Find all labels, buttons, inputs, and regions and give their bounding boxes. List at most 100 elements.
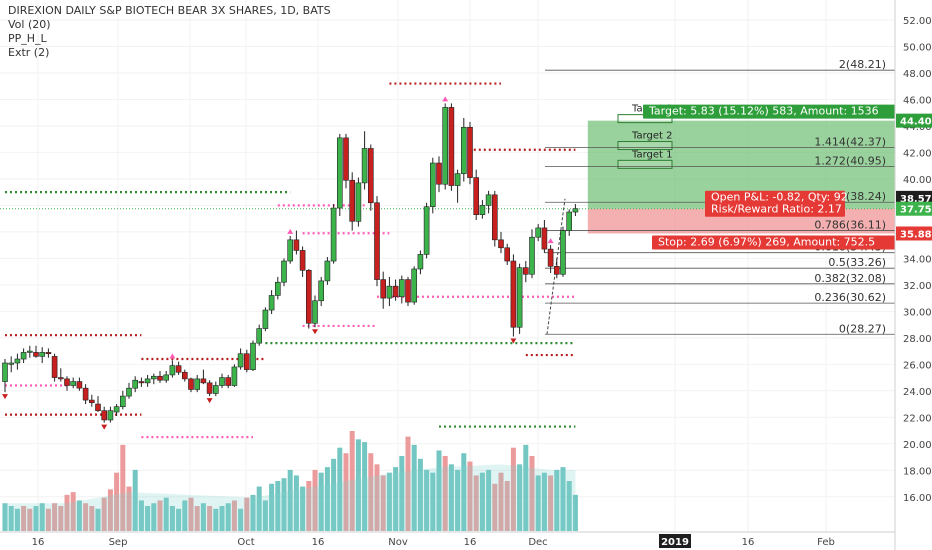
price-tick-label: 24.00	[903, 387, 932, 398]
volume-bar	[560, 467, 566, 531]
price-tick-label: 46.00	[903, 95, 932, 106]
fib-level-label: 0.5(33.26)	[828, 256, 886, 269]
volume-bar	[448, 464, 454, 531]
extr-marker-down	[101, 424, 108, 430]
candle-body	[330, 207, 337, 262]
candle-body	[355, 182, 362, 222]
volume-bar	[287, 469, 293, 531]
price-axis[interactable]: 16.00 18.00 20.00 22.00 24.00 26.00 28.00 30.00…	[894, 0, 932, 550]
candle-body	[436, 162, 442, 185]
volume-bar	[132, 469, 138, 531]
extr-marker-down	[206, 398, 213, 404]
candle-body	[126, 387, 132, 397]
volume-bar	[250, 494, 256, 531]
candle-body	[14, 358, 21, 364]
volume-bar	[182, 500, 188, 531]
candle-body	[566, 211, 573, 231]
rr-label: Risk/Reward Ratio: 2.17	[711, 203, 842, 216]
price-tick-label: 34.00	[903, 254, 932, 265]
candle-body	[336, 137, 343, 209]
price-tag: 35.88	[900, 229, 932, 240]
price-tick-label: 42.00	[903, 148, 932, 159]
candle-body	[572, 208, 579, 213]
volume-bar	[337, 447, 343, 531]
volume-bar	[572, 494, 578, 531]
candle-body	[460, 126, 467, 174]
volume-ma-area	[5, 464, 576, 531]
candle-body	[405, 279, 411, 303]
volume-bar	[349, 431, 355, 531]
candle-body	[200, 378, 207, 384]
volume-bar	[76, 500, 82, 531]
volume-bar	[238, 508, 244, 531]
candle-body	[39, 352, 46, 357]
candle-body	[380, 279, 387, 299]
candle-body	[132, 379, 138, 389]
candle-body	[541, 227, 548, 250]
volume-bar	[355, 439, 361, 531]
volume-bar	[275, 481, 281, 531]
candle-body	[386, 285, 393, 299]
volume-bar	[207, 506, 213, 531]
volume-bar	[33, 506, 39, 531]
volume-bar	[219, 506, 225, 531]
candle-body	[2, 362, 8, 382]
legend-pp[interactable]: PP_H_L	[8, 32, 47, 45]
candle-body	[367, 148, 374, 204]
fib-level-label: 0.236(30.62)	[814, 291, 886, 304]
volume-bar	[343, 453, 349, 531]
price-tick-label: 28.00	[903, 334, 932, 345]
candle-body	[374, 202, 380, 280]
time-tick-label: 16	[742, 537, 755, 548]
pp-levels	[5, 82, 576, 439]
volume-bar	[2, 503, 8, 531]
fib-extension-tool[interactable]: 2(48.21) 1.414(42.37) 1.272(40.95) 1(38.24)…	[545, 58, 895, 335]
legend-vol[interactable]: Vol (20)	[8, 18, 51, 31]
time-tick-label: 16	[32, 537, 45, 548]
price-tick-label: 48.00	[903, 69, 932, 80]
legend-extr[interactable]: Extr (2)	[8, 46, 50, 59]
volume-bar	[281, 478, 287, 531]
fib-level-label: 0.382(32.08)	[814, 272, 886, 285]
volume-bar	[89, 506, 95, 531]
time-label-bg	[659, 534, 691, 548]
volume-bar	[517, 464, 523, 531]
volume-bar	[256, 486, 262, 531]
volume-bar	[467, 461, 473, 531]
candle-body	[318, 280, 325, 302]
extr-marker-up	[287, 228, 294, 234]
candle-body	[299, 250, 306, 271]
volume-bar	[535, 475, 541, 531]
volume-bar	[324, 467, 330, 531]
price-tick-label: 32.00	[903, 281, 932, 292]
candle-body	[522, 267, 529, 275]
volume-bar	[300, 486, 306, 531]
volume-bar	[157, 500, 163, 531]
price-tag: 44.40	[900, 117, 932, 128]
price-tag-bg	[896, 113, 932, 128]
candle-body	[188, 378, 194, 390]
candle-body	[107, 410, 114, 421]
candlesticks	[2, 103, 579, 423]
volume-bar	[58, 506, 64, 531]
candle-body	[510, 260, 517, 328]
candle-body	[120, 395, 126, 408]
volume-bar	[45, 508, 51, 531]
volume-bar	[479, 472, 485, 531]
volume-bar	[163, 497, 169, 531]
volume-bar	[138, 500, 144, 531]
fib-level-label: 1.272(40.95)	[814, 154, 886, 167]
volume-ma	[5, 464, 576, 531]
candle-body	[182, 371, 188, 380]
volume-bar	[461, 453, 467, 531]
extr-markers	[2, 96, 554, 430]
stop-label-bg	[652, 235, 895, 250]
time-axis[interactable]: 16 Sep Oct 16 Nov 16 Dec 2019 16 Feb	[0, 531, 895, 548]
price-tick-label: 16.00	[903, 493, 932, 504]
candle-body	[175, 365, 182, 373]
time-tick-label: Feb	[817, 537, 835, 548]
candle-body	[287, 239, 294, 262]
volume-bar	[380, 475, 386, 531]
